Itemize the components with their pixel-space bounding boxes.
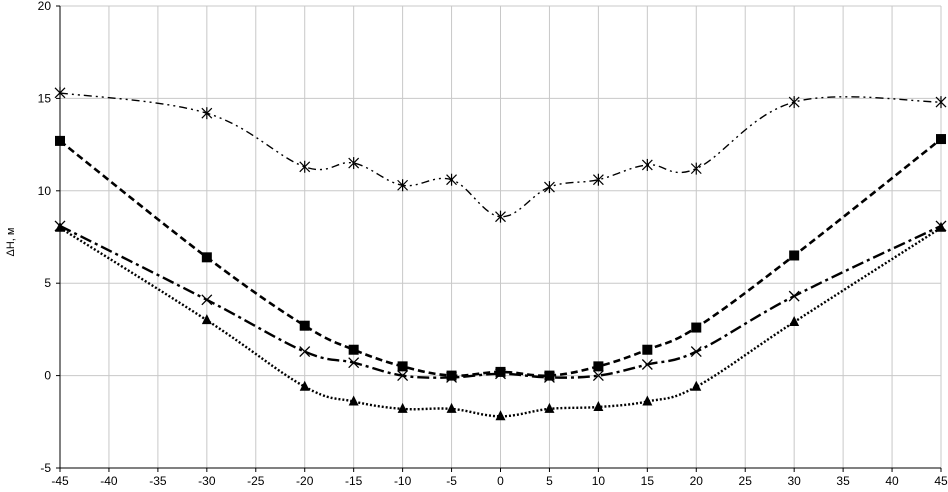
x-marker [495,368,506,380]
x-marker [592,370,604,382]
x-tick-label: -45 [51,474,69,488]
square-marker [544,370,555,381]
x-marker-stroke [543,371,555,383]
series-line [59,224,942,379]
square-marker [593,361,604,372]
x-marker-stroke [201,294,213,306]
triangle-marker [544,402,555,413]
triangle-marker [201,314,212,325]
asterisk-marker [495,210,506,223]
asterisk-marker [544,181,555,194]
x-marker-stroke [641,359,653,370]
x-marker-stroke [495,368,506,380]
series-3 [54,220,947,383]
x-marker [641,359,653,370]
y-tick-label: 10 [38,184,52,198]
y-tick-label: -5 [40,461,51,475]
series-2 [55,134,946,381]
triangle-marker [299,380,310,391]
series-line [59,92,942,218]
square-marker [397,361,408,372]
x-marker [201,294,213,306]
x-marker [299,346,311,358]
series-4 [55,221,946,421]
asterisk-marker [201,107,213,120]
x-tick-label: -10 [394,474,412,488]
x-tick-label: 30 [787,474,801,488]
x-tick-label: -40 [100,474,118,488]
x-tick-label: 15 [641,474,655,488]
triangle-marker [691,380,702,391]
square-marker [936,134,946,145]
x-tick-label: -25 [247,474,265,488]
square-marker [789,250,800,261]
x-tick-label: 35 [836,474,850,488]
x-marker-stroke [446,371,458,383]
y-tick-label: 20 [38,0,52,13]
x-tick-label: -20 [296,474,314,488]
triangle-marker [397,402,408,413]
x-tick-label: 25 [739,474,753,488]
x-marker-stroke [348,357,360,369]
square-marker [299,320,310,331]
y-axis-label: ΔH, м [5,228,17,257]
asterisk-marker [788,96,800,109]
square-marker [201,252,212,263]
triangle-marker [936,221,946,232]
square-marker [446,370,457,381]
square-marker [55,135,65,146]
x-tick-label: 5 [546,474,553,488]
tick-labels: -45 -40 -35 -30 -25 -20 -15 -10 -5 0 5 10 15 20 25 30 35… [38,0,948,488]
x-marker-stroke [592,370,604,382]
triangle-marker [495,410,506,421]
triangle-marker [642,395,653,406]
x-marker [690,346,702,358]
x-tick-label: 0 [497,474,504,488]
asterisk-marker [446,173,457,186]
y-tick-label: 15 [38,91,52,105]
x-tick-label: -5 [446,474,457,488]
asterisk-marker [299,160,311,173]
triangle-marker [348,395,359,406]
x-tick-label: 45 [934,474,948,488]
asterisk-marker [348,157,360,170]
series-1 [54,86,947,223]
triangle-marker [789,316,800,327]
asterisk-marker [935,96,947,109]
asterisk-marker [397,179,409,192]
series-group [54,86,947,421]
x-tick-label: -15 [345,474,363,488]
x-marker [397,370,409,382]
square-marker [642,344,653,355]
x-marker-stroke [299,346,311,358]
triangle-marker [55,221,65,232]
asterisk-marker [54,86,66,99]
x-marker [543,371,555,383]
asterisk-marker [592,173,604,186]
x-tick-label: -35 [149,474,167,488]
triangle-marker [446,402,457,413]
square-marker [495,366,506,377]
square-marker [348,344,359,355]
x-marker-stroke [690,346,702,358]
x-marker [788,290,800,302]
x-tick-label: -30 [198,474,216,488]
x-tick-label: 20 [690,474,704,488]
x-tick-label: 40 [885,474,899,488]
asterisk-marker [641,158,653,171]
axes [56,5,942,472]
x-marker [446,371,458,383]
y-tick-label: 0 [44,369,51,383]
x-marker [348,357,360,369]
triangle-marker [593,401,604,412]
x-marker-stroke [397,370,409,382]
square-marker [691,322,702,333]
series-line [59,226,942,418]
x-tick-label: 10 [592,474,606,488]
y-tick-label: 5 [44,276,51,290]
asterisk-marker [690,162,702,175]
x-marker-stroke [788,290,800,302]
